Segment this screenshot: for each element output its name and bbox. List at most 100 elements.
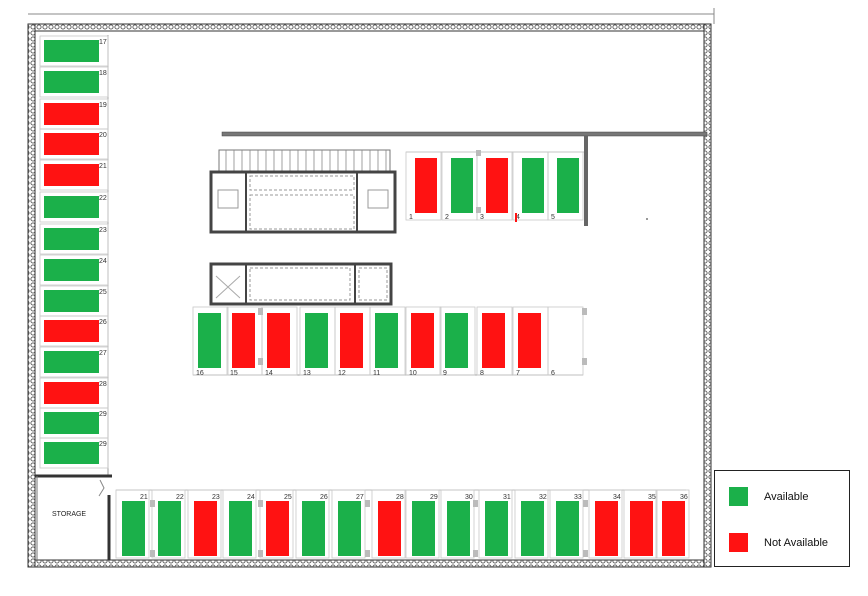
bottom-post xyxy=(258,500,263,507)
left-stall-outline xyxy=(39,128,109,160)
left-stall-outline xyxy=(39,66,109,98)
bottom-stall-22-available[interactable] xyxy=(158,501,181,556)
left-stall-19-not-available[interactable] xyxy=(44,103,99,125)
bottom-stall-24-available[interactable] xyxy=(229,501,252,556)
upper-marker xyxy=(515,213,517,222)
middle-stall-number: 16 xyxy=(196,370,204,377)
upper-stall-number: 3 xyxy=(480,214,484,221)
bottom-stall-outline xyxy=(371,489,406,559)
upper-stall-5-available[interactable] xyxy=(557,158,579,213)
bottom-stall-number: 31 xyxy=(503,494,511,501)
middle-stall-10-not-available[interactable] xyxy=(411,313,434,368)
bottom-stall-outline xyxy=(222,489,257,559)
left-stall-26-not-available[interactable] xyxy=(44,320,99,342)
upper-stall-1-not-available[interactable] xyxy=(415,158,437,213)
left-stall-number: 23 xyxy=(99,227,107,234)
middle-stall-14-not-available[interactable] xyxy=(267,313,290,368)
storage-door xyxy=(98,479,105,497)
left-stall-outline xyxy=(39,223,109,255)
left-stall-18-available[interactable] xyxy=(44,71,99,93)
bottom-stall-26-available[interactable] xyxy=(302,501,325,556)
middle-stall-13-available[interactable] xyxy=(305,313,328,368)
bottom-stall-outline xyxy=(151,489,186,559)
upper-beam xyxy=(221,131,708,226)
bottom-stall-outline xyxy=(549,489,584,559)
bottom-post xyxy=(583,500,588,507)
bottom-post xyxy=(258,550,263,557)
left-stall-20-not-available[interactable] xyxy=(44,133,99,155)
upper-stall-outline xyxy=(547,151,584,221)
left-stall-29-available[interactable] xyxy=(44,442,99,464)
legend-available-row: Available xyxy=(729,487,808,506)
middle-stall-8-not-available[interactable] xyxy=(482,313,505,368)
bottom-wall xyxy=(27,559,712,568)
bottom-stall-outline xyxy=(623,489,658,559)
middle-stall-outline xyxy=(405,306,442,376)
middle-stall-outline xyxy=(476,306,513,376)
middle-stall-number: 6 xyxy=(551,370,555,377)
bottom-stall-number: 25 xyxy=(284,494,292,501)
middle-stall-number: 9 xyxy=(443,370,447,377)
stair-core xyxy=(209,149,397,234)
bottom-stall-28-not-available[interactable] xyxy=(378,501,401,556)
upper-stall-4-available[interactable] xyxy=(522,158,544,213)
bottom-stall-number: 32 xyxy=(539,494,547,501)
bottom-stall-21-available[interactable] xyxy=(122,501,145,556)
middle-post xyxy=(258,358,263,365)
middle-stall-15-not-available[interactable] xyxy=(232,313,255,368)
bottom-stall-30-available[interactable] xyxy=(447,501,470,556)
top-wall xyxy=(27,23,712,32)
storage-label: STORAGE xyxy=(52,511,86,518)
bottom-stall-number: 29 xyxy=(430,494,438,501)
bottom-stall-25-not-available[interactable] xyxy=(266,501,289,556)
middle-stall-number: 12 xyxy=(338,370,346,377)
left-column-stalls: 17 18 19 20 21 22 23 24 25 26 27 28 29 29 xyxy=(39,35,109,469)
upper-stall-3-not-available[interactable] xyxy=(486,158,508,213)
bottom-stall-outline xyxy=(331,489,366,559)
middle-stall-9-available[interactable] xyxy=(445,313,468,368)
legend-available-swatch xyxy=(729,487,748,506)
left-stall-21-not-available[interactable] xyxy=(44,164,99,186)
bottom-stall-number: 24 xyxy=(247,494,255,501)
bottom-stall-29-available[interactable] xyxy=(412,501,435,556)
upper-stall-2-available[interactable] xyxy=(451,158,473,213)
left-stall-outline xyxy=(39,254,109,286)
bottom-post xyxy=(473,550,478,557)
bottom-stall-number: 21 xyxy=(140,494,148,501)
left-stall-23-available[interactable] xyxy=(44,228,99,250)
left-stall-27-available[interactable] xyxy=(44,351,99,373)
left-stall-29-available[interactable] xyxy=(44,412,99,434)
bottom-stall-34-not-available[interactable] xyxy=(595,501,618,556)
middle-stall-12-not-available[interactable] xyxy=(340,313,363,368)
stair-steps-box xyxy=(218,149,391,173)
bottom-stall-27-available[interactable] xyxy=(338,501,361,556)
bottom-stall-36-not-available[interactable] xyxy=(662,501,685,556)
legend-not-available-label: Not Available xyxy=(764,536,829,549)
middle-post xyxy=(258,308,263,315)
middle-stall-number: 15 xyxy=(230,370,238,377)
small-marker xyxy=(646,218,648,220)
bottom-stall-23-not-available[interactable] xyxy=(194,501,217,556)
middle-stall-16-available[interactable] xyxy=(198,313,221,368)
middle-stall-number: 7 xyxy=(516,370,520,377)
left-stall-number: 25 xyxy=(99,289,107,296)
left-stall-outline xyxy=(39,437,109,469)
service-room-b xyxy=(358,267,388,301)
middle-stall-7-not-available[interactable] xyxy=(518,313,541,368)
bottom-post xyxy=(365,550,370,557)
left-stall-17-available[interactable] xyxy=(44,40,99,62)
bottom-row-stalls: 21 22 23 24 25 26 27 28 29 30 31 32 33 34 35 36 xyxy=(115,489,690,559)
bottom-stall-32-available[interactable] xyxy=(521,501,544,556)
middle-stall-11-available[interactable] xyxy=(375,313,398,368)
core-outer xyxy=(209,170,397,234)
bottom-stall-33-available[interactable] xyxy=(556,501,579,556)
left-stall-24-available[interactable] xyxy=(44,259,99,281)
bottom-stall-31-available[interactable] xyxy=(485,501,508,556)
left-stall-22-available[interactable] xyxy=(44,196,99,218)
left-stall-25-available[interactable] xyxy=(44,290,99,312)
bottom-stall-35-not-available[interactable] xyxy=(630,501,653,556)
left-stall-28-not-available[interactable] xyxy=(44,382,99,404)
middle-stall-number: 14 xyxy=(265,370,273,377)
left-stall-number: 24 xyxy=(99,258,107,265)
upper-stall-number: 1 xyxy=(409,214,413,221)
